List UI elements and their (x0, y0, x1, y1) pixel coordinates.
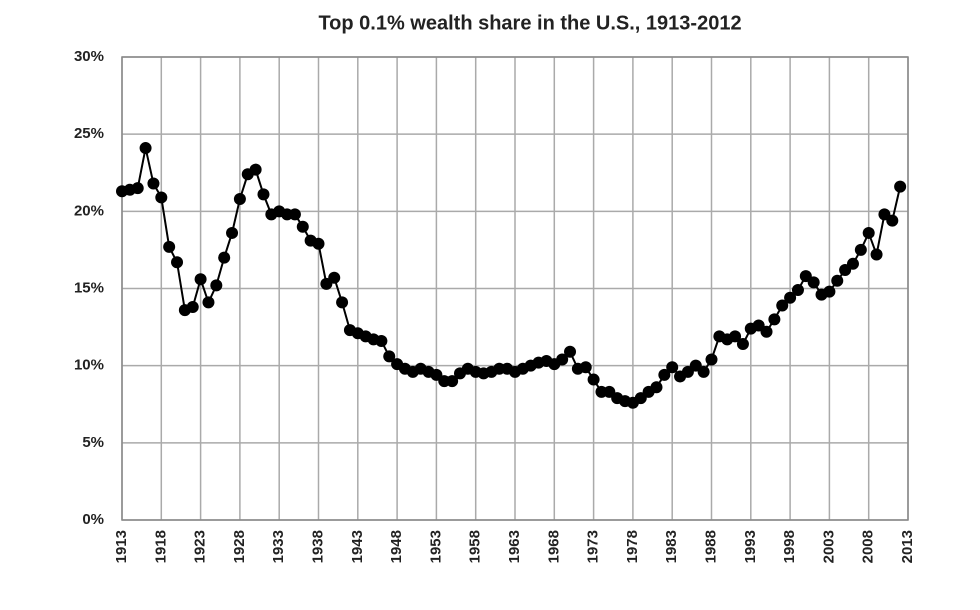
data-point (894, 180, 907, 193)
data-point (886, 214, 899, 227)
data-point (194, 273, 207, 286)
data-point (131, 182, 144, 195)
data-point (139, 142, 152, 155)
data-point (862, 226, 875, 239)
data-point (233, 192, 246, 205)
x-tick-label: 1973 (585, 530, 602, 563)
x-tick-label: 1998 (781, 530, 798, 563)
y-tick-label: 25% (74, 125, 104, 142)
data-point (226, 226, 239, 239)
plot-border (121, 56, 909, 521)
x-tick-label: 1993 (742, 530, 759, 563)
data-point (666, 361, 679, 374)
data-point (650, 381, 663, 394)
data-point (791, 284, 804, 297)
x-tick-label: 1968 (545, 530, 562, 563)
data-point (579, 361, 592, 374)
x-tick-label: 1923 (192, 530, 209, 563)
data-point (768, 313, 781, 326)
x-tick-label: 1943 (349, 530, 366, 563)
data-point (870, 248, 883, 261)
x-tick-label: 1938 (309, 530, 326, 563)
data-point (776, 299, 789, 312)
y-tick-label: 15% (74, 279, 104, 296)
data-point (257, 188, 270, 201)
data-point (383, 350, 396, 363)
x-tick-label: 2013 (899, 530, 916, 563)
x-tick-label: 1948 (388, 530, 405, 563)
y-tick-label: 30% (74, 48, 104, 65)
data-point (587, 373, 600, 386)
data-point (446, 375, 459, 388)
data-point (658, 368, 671, 381)
x-tick-label: 1918 (152, 530, 169, 563)
chart-title: Top 0.1% wealth share in the U.S., 1913-… (318, 12, 741, 34)
x-tick-label: 2008 (860, 530, 877, 563)
data-point (736, 338, 749, 351)
data-point (556, 353, 569, 366)
data-point (705, 353, 718, 366)
data-point (564, 345, 577, 358)
data-point (760, 325, 773, 338)
data-point (854, 243, 867, 256)
data-point (210, 279, 223, 292)
x-tick-label: 1983 (663, 530, 680, 563)
x-tick-label: 1953 (427, 530, 444, 563)
data-point (807, 276, 820, 289)
data-point (218, 251, 231, 264)
data-point (336, 296, 349, 309)
y-tick-label: 0% (82, 511, 104, 528)
data-point (186, 301, 199, 314)
data-point (729, 330, 742, 343)
data-point (697, 365, 710, 378)
data-point (202, 296, 215, 309)
data-point (375, 334, 388, 347)
data-point (846, 257, 859, 270)
x-tick-label: 1988 (702, 530, 719, 563)
data-point (171, 256, 184, 269)
data-point (823, 285, 836, 298)
x-tick-label: 1963 (506, 530, 523, 563)
x-tick-label: 1913 (113, 530, 130, 563)
x-tick-label: 2003 (820, 530, 837, 563)
data-point (288, 208, 301, 221)
data-point (296, 220, 309, 233)
data-point (312, 237, 325, 250)
data-point (155, 191, 168, 204)
y-tick-label: 10% (74, 357, 104, 374)
x-tick-label: 1933 (270, 530, 287, 563)
y-tick-label: 5% (82, 434, 104, 451)
x-tick-label: 1978 (624, 530, 641, 563)
data-point (249, 163, 262, 176)
data-point (784, 291, 797, 304)
data-point (328, 271, 341, 284)
data-point (831, 274, 844, 287)
data-point (147, 177, 160, 190)
x-tick-label: 1958 (467, 530, 484, 563)
data-point (163, 240, 176, 253)
y-tick-label: 20% (74, 202, 104, 219)
x-tick-label: 1928 (231, 530, 248, 563)
